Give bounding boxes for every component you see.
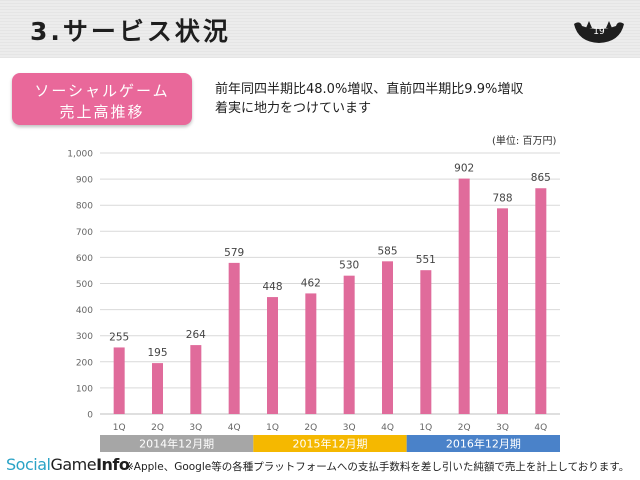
data-label: 448 xyxy=(262,281,282,293)
y-tick-label: 500 xyxy=(76,280,93,290)
year-group-label: 2015年12月期 xyxy=(293,437,368,451)
x-tick-label: 3Q xyxy=(189,423,202,433)
bar xyxy=(535,188,547,414)
canoe-icon xyxy=(574,21,624,43)
x-tick-label: 1Q xyxy=(419,423,432,433)
logo-part-social: Social xyxy=(6,455,51,474)
unit-label: (単位: 百万円) xyxy=(492,136,557,147)
bar xyxy=(190,345,202,414)
summary-line-1: 前年同四半期比48.0%増収、直前四半期比9.9%増収 xyxy=(215,82,524,97)
page-number: 19 xyxy=(593,27,605,37)
y-tick-label: 900 xyxy=(76,176,93,186)
x-tick-label: 1Q xyxy=(266,423,279,433)
y-tick-label: 1,000 xyxy=(67,150,93,160)
x-tick-label: 4Q xyxy=(381,423,394,433)
x-tick-label: 1Q xyxy=(113,423,126,433)
data-label: 585 xyxy=(377,245,397,257)
bar xyxy=(497,208,508,414)
x-tick-label: 3Q xyxy=(496,423,509,433)
logo-part-game: Game xyxy=(50,455,97,474)
y-tick-label: 100 xyxy=(76,384,93,394)
year-group-label: 2014年12月期 xyxy=(139,437,214,451)
year-group-bar xyxy=(406,435,560,452)
header-band xyxy=(0,0,640,58)
x-tick-label: 4Q xyxy=(228,423,241,433)
data-label: 530 xyxy=(339,260,359,272)
x-tick-label: 2Q xyxy=(458,423,471,433)
y-tick-label: 800 xyxy=(76,202,93,212)
x-tick-label: 3Q xyxy=(343,423,356,433)
data-label: 579 xyxy=(224,247,244,259)
bar xyxy=(267,297,278,414)
bar xyxy=(382,261,393,414)
data-label: 551 xyxy=(416,254,436,266)
data-label: 195 xyxy=(147,347,167,359)
data-label: 255 xyxy=(109,331,129,343)
bar xyxy=(420,270,432,414)
y-tick-label: 600 xyxy=(76,254,93,264)
slide-title: 3.サービス状況 xyxy=(30,17,231,46)
bar xyxy=(113,347,125,414)
y-tick-label: 400 xyxy=(76,306,93,316)
data-label: 788 xyxy=(492,192,512,204)
x-tick-label: 2Q xyxy=(304,423,317,433)
summary-text: 前年同四半期比48.0%増収、直前四半期比9.9%増収 着実に地力をつけています xyxy=(215,80,523,118)
logo: SocialGameInfo xyxy=(6,455,130,474)
bar xyxy=(305,293,317,414)
y-tick-label: 200 xyxy=(76,358,93,368)
summary-line-2: 着実に地力をつけています xyxy=(215,101,372,116)
data-label: 462 xyxy=(301,277,321,289)
year-group-bar xyxy=(100,435,254,452)
section-badge: ソーシャルゲーム 売上高推移 xyxy=(12,73,192,125)
y-tick-label: 300 xyxy=(76,332,93,342)
bar xyxy=(343,275,355,414)
badge-line-1: ソーシャルゲーム xyxy=(34,82,170,100)
year-group-bar xyxy=(253,435,407,452)
bar xyxy=(458,178,470,414)
x-tick-label: 4Q xyxy=(534,423,547,433)
data-label: 865 xyxy=(531,172,551,184)
y-tick-label: 700 xyxy=(76,228,93,238)
year-group-label: 2016年12月期 xyxy=(446,437,521,451)
logo-part-info: Info xyxy=(96,455,130,474)
y-tick-label: 0 xyxy=(87,411,93,421)
badge-line-2: 売上高推移 xyxy=(59,103,145,121)
bar xyxy=(152,363,163,414)
footnote: ※Apple、Google等の各種プラットフォームへの支払手数料を差し引いた純額… xyxy=(125,461,630,473)
data-label: 264 xyxy=(186,329,206,341)
x-tick-label: 2Q xyxy=(151,423,164,433)
data-label: 902 xyxy=(454,163,474,175)
bar xyxy=(228,262,240,414)
